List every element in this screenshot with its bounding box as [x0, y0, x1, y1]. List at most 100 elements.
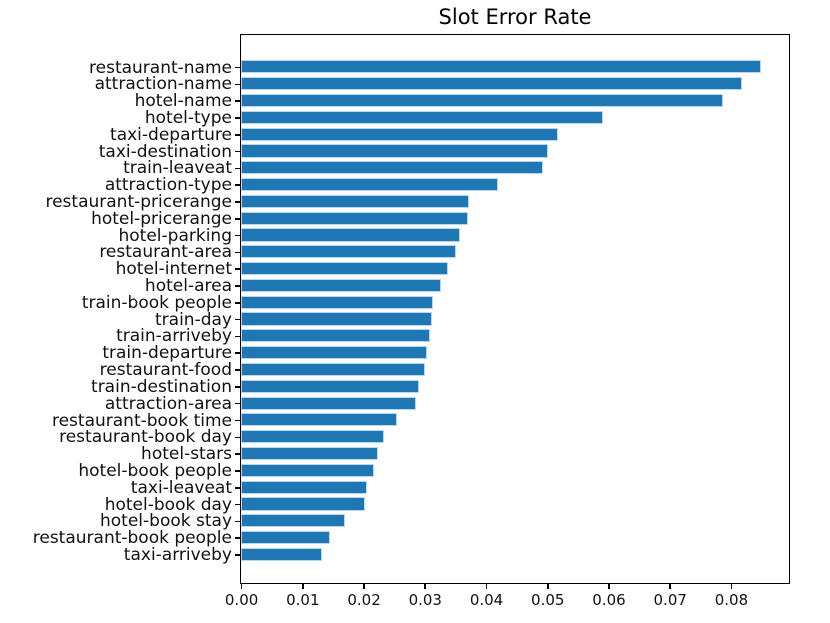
- x-tick-label: 0.08: [714, 591, 749, 609]
- y-tick-label: train-arriveby: [116, 326, 232, 347]
- y-tick-label: restaurant-book time: [51, 410, 232, 431]
- y-tick-mark: [235, 83, 240, 86]
- y-tick-mark: [235, 117, 240, 119]
- y-tick-label: attraction-type: [104, 175, 232, 196]
- y-tick-mark: [235, 150, 240, 153]
- bar-train-book-people: [241, 295, 434, 309]
- bar-hotel-book-day: [241, 497, 366, 511]
- y-tick-label: train-day: [155, 309, 232, 330]
- y-tick-mark: [235, 436, 240, 439]
- bar-taxi-destination: [241, 144, 548, 158]
- bar-hotel-parking: [241, 228, 460, 242]
- y-tick-label: hotel-book stay: [100, 511, 232, 532]
- y-tick-label: hotel-internet: [115, 259, 232, 280]
- y-tick-label: restaurant-pricerange: [45, 191, 232, 212]
- bar-train-departure: [241, 346, 428, 360]
- x-tick-mark: [240, 584, 243, 589]
- y-tick-mark: [235, 167, 240, 170]
- y-tick-mark: [235, 66, 240, 69]
- y-tick-mark: [235, 486, 240, 489]
- x-tick-mark: [669, 584, 672, 589]
- bar-attraction-type: [241, 177, 498, 192]
- y-tick-label: train-leaveat: [123, 158, 232, 179]
- y-tick-label: restaurant-food: [99, 360, 232, 381]
- y-tick-label: hotel-book people: [78, 460, 232, 481]
- y-tick-mark: [235, 554, 240, 556]
- bar-restaurant-book-time: [241, 413, 397, 427]
- y-tick-label: taxi-departure: [110, 124, 232, 145]
- y-tick-mark: [235, 352, 240, 355]
- y-tick-mark: [235, 419, 240, 422]
- y-tick-mark: [235, 402, 240, 405]
- y-tick-mark: [235, 268, 240, 270]
- y-tick-mark: [235, 184, 240, 186]
- bar-restaurant-area: [241, 245, 456, 259]
- bar-hotel-book-people: [241, 463, 374, 477]
- y-tick-label: restaurant-name: [89, 57, 232, 78]
- bar-restaurant-book-day: [241, 430, 385, 444]
- y-tick-label: taxi-destination: [98, 141, 232, 162]
- y-tick-mark: [235, 133, 240, 136]
- bar-hotel-type: [241, 110, 604, 124]
- y-tick-label: hotel-book day: [104, 494, 232, 515]
- y-tick-mark: [235, 100, 240, 102]
- y-tick-label: restaurant-area: [99, 242, 232, 263]
- bar-restaurant-name: [241, 60, 762, 74]
- y-tick-mark: [235, 234, 240, 237]
- y-tick-label: hotel-stars: [141, 444, 232, 465]
- y-tick-mark: [235, 335, 240, 338]
- x-tick-mark: [363, 584, 365, 589]
- bar-restaurant-book-people: [241, 530, 331, 545]
- bar-restaurant-pricerange: [241, 194, 470, 208]
- y-tick-mark: [235, 520, 240, 523]
- y-tick-label: train-destination: [91, 376, 232, 397]
- y-tick-label: attraction-area: [104, 393, 232, 414]
- y-tick-label: train-book people: [81, 292, 232, 313]
- bar-attraction-area: [241, 396, 416, 410]
- y-tick-mark: [235, 318, 240, 321]
- bar-taxi-leaveat: [241, 480, 368, 494]
- chart-title: Slot Error Rate: [438, 5, 592, 29]
- y-tick-label: attraction-name: [94, 74, 232, 95]
- y-tick-label: taxi-arriveby: [123, 544, 232, 565]
- x-tick-mark: [608, 584, 610, 589]
- bar-hotel-stars: [241, 446, 378, 461]
- bar-train-arriveby: [241, 329, 431, 343]
- x-tick-label: 0.02: [347, 591, 381, 609]
- y-tick-label: taxi-leaveat: [130, 477, 232, 498]
- y-tick-label: hotel-name: [134, 91, 232, 112]
- y-tick-mark: [235, 251, 240, 254]
- x-tick-label: 0.06: [592, 591, 626, 609]
- x-tick-label: 0.01: [286, 591, 320, 609]
- bar-hotel-internet: [241, 262, 448, 276]
- y-tick-mark: [235, 369, 240, 371]
- y-tick-mark: [235, 285, 240, 287]
- bar-train-leaveat: [241, 161, 544, 175]
- x-tick-label: 0.05: [531, 591, 565, 609]
- bar-hotel-area: [241, 278, 441, 293]
- x-tick-mark: [424, 584, 427, 589]
- bar-attraction-name: [241, 77, 742, 91]
- x-tick-label: 0.03: [408, 591, 442, 609]
- x-tick-mark: [485, 584, 488, 589]
- bar-train-day: [241, 312, 433, 326]
- bar-train-destination: [241, 379, 420, 393]
- bar-hotel-pricerange: [241, 211, 469, 225]
- y-tick-label: restaurant-book people: [32, 528, 232, 549]
- y-tick-label: hotel-parking: [118, 225, 233, 246]
- y-tick-mark: [235, 537, 240, 539]
- y-tick-mark: [235, 470, 240, 472]
- y-tick-label: restaurant-book day: [59, 427, 232, 448]
- bar-taxi-arriveby: [241, 547, 323, 561]
- y-tick-mark: [235, 503, 240, 506]
- y-tick-mark: [235, 386, 240, 388]
- y-tick-label: hotel-area: [144, 276, 232, 297]
- x-tick-mark: [730, 584, 733, 589]
- bar-hotel-book-stay: [241, 514, 346, 528]
- y-tick-mark: [235, 453, 240, 455]
- x-tick-mark: [546, 584, 549, 589]
- y-tick-mark: [235, 201, 240, 203]
- bar-restaurant-food: [241, 362, 425, 377]
- y-tick-label: hotel-pricerange: [91, 208, 232, 229]
